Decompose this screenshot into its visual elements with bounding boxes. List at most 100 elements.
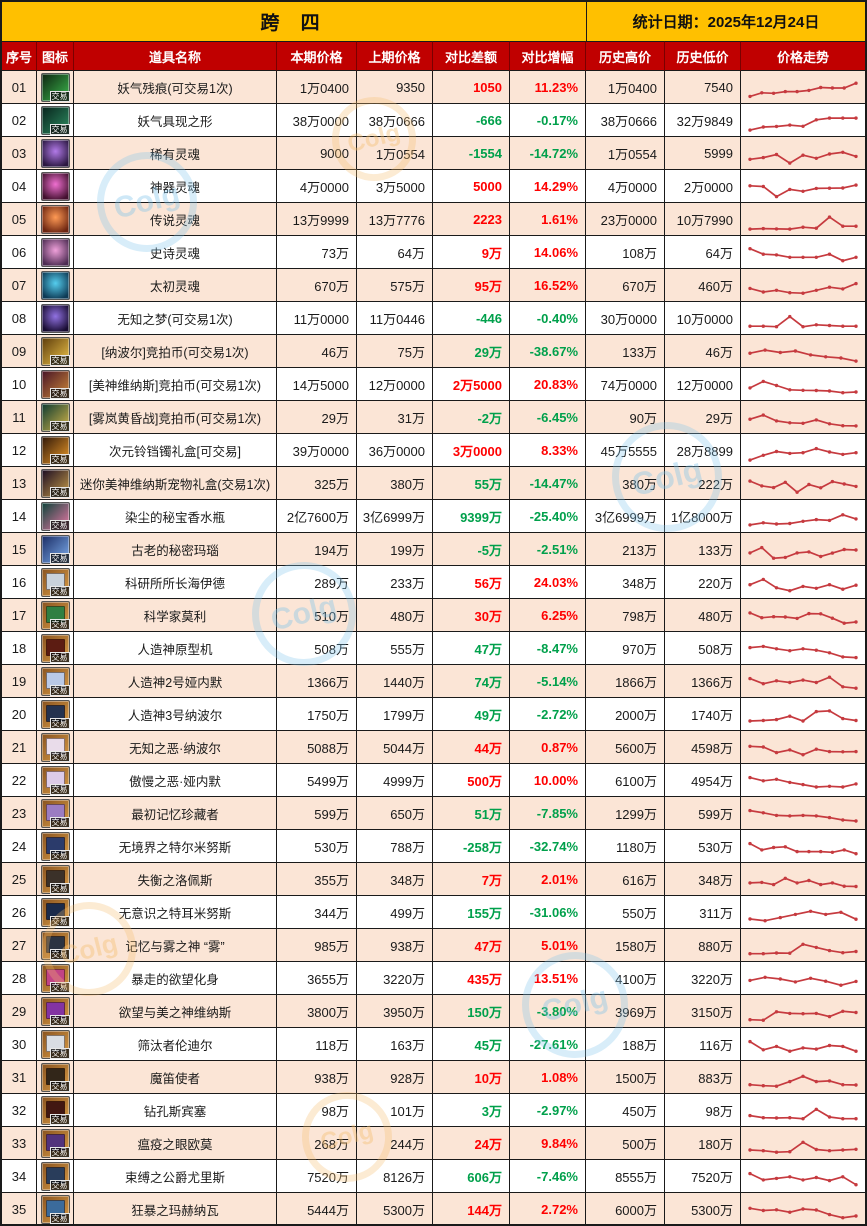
price-trend-sparkline (748, 1009, 858, 1022)
current-price: 73万 (277, 236, 357, 269)
diff-amount: 3万 (433, 1094, 510, 1127)
table-row: 11 交易 [雾岚黄昏战]竞拍币(可交易1次) 29万 31万 -2万 -6.4… (2, 401, 865, 434)
current-price: 1366万 (277, 665, 357, 698)
table-row: 33 交易 瘟疫之眼欧莫 268万 244万 24万 9.84% 500万 18… (2, 1127, 865, 1160)
table-row: 14 交易 染尘的秘宝香水瓶 2亿7600万 3亿6999万 9399万 -25… (2, 500, 865, 533)
diff-percent: -32.74% (510, 830, 586, 863)
current-price: 2亿7600万 (277, 500, 357, 533)
diff-amount: 3万0000 (433, 434, 510, 467)
table-row: 15 交易 古老的秘密玛瑙 194万 199万 -5万 -2.51% 213万 … (2, 533, 865, 566)
current-price: 670万 (277, 269, 357, 302)
diff-amount: -446 (433, 302, 510, 335)
diff-amount: -5万 (433, 533, 510, 566)
item-icon (40, 171, 70, 201)
diff-percent: -0.17% (510, 104, 586, 137)
current-price: 530万 (277, 830, 357, 863)
item-name: 无知之梦(可交易1次) (74, 302, 277, 335)
table-row: 21 交易 无知之恶·纳波尔 5088万 5044万 44万 0.87% 560… (2, 731, 865, 764)
diff-percent: -38.67% (510, 335, 586, 368)
previous-price: 31万 (357, 401, 433, 434)
historical-high: 90万 (586, 401, 665, 434)
table-row: 03 稀有灵魂 9000 1万0554 -1554 -14.72% 1万0554… (2, 137, 865, 170)
diff-amount: 55万 (433, 467, 510, 500)
price-trend-cell (741, 797, 865, 830)
diff-amount: 47万 (433, 929, 510, 962)
historical-low: 311万 (665, 896, 741, 929)
row-index: 05 (2, 203, 37, 236)
trade-badge: 交易 (49, 783, 70, 795)
previous-price: 12万0000 (357, 368, 433, 401)
price-trend-cell (741, 401, 865, 434)
diff-percent: -3.80% (510, 995, 586, 1028)
historical-low: 12万0000 (665, 368, 741, 401)
previous-price: 5044万 (357, 731, 433, 764)
previous-price: 380万 (357, 467, 433, 500)
previous-price: 233万 (357, 566, 433, 599)
table-body: 01 交易 妖气残痕(可交易1次) 1万0400 9350 1050 11.23… (2, 71, 865, 1224)
current-price: 1750万 (277, 698, 357, 731)
item-name: 欲望与美之神维纳斯 (74, 995, 277, 1028)
historical-high: 798万 (586, 599, 665, 632)
trade-badge: 交易 (49, 453, 70, 465)
item-icon-cell: 交易 (37, 467, 74, 500)
item-icon: 交易 (40, 633, 70, 663)
item-icon-cell (37, 269, 74, 302)
price-trend-sparkline (748, 675, 858, 690)
row-index: 25 (2, 863, 37, 896)
current-price: 29万 (277, 401, 357, 434)
previous-price: 3950万 (357, 995, 433, 1028)
current-price: 5499万 (277, 764, 357, 797)
trade-badge: 交易 (49, 1014, 70, 1026)
col-header-historical-low: 历史低价 (665, 41, 741, 71)
table-row: 23 交易 最初记忆珍藏者 599万 650万 51万 -7.85% 1299万… (2, 797, 865, 830)
item-name: 瘟疫之眼欧莫 (74, 1127, 277, 1160)
historical-high: 1万0400 (586, 71, 665, 104)
trade-badge: 交易 (49, 1212, 70, 1224)
row-index: 27 (2, 929, 37, 962)
item-icon: 交易 (40, 765, 70, 795)
trade-badge: 交易 (49, 684, 70, 696)
current-price: 13万9999 (277, 203, 357, 236)
price-trend-cell (741, 1193, 865, 1224)
table-row: 01 交易 妖气残痕(可交易1次) 1万0400 9350 1050 11.23… (2, 71, 865, 104)
historical-low: 599万 (665, 797, 741, 830)
diff-amount: 1050 (433, 71, 510, 104)
current-price: 355万 (277, 863, 357, 896)
col-header-diff-amount: 对比差额 (433, 41, 510, 71)
current-price: 985万 (277, 929, 357, 962)
historical-high: 4万0000 (586, 170, 665, 203)
historical-low: 5300万 (665, 1193, 741, 1224)
previous-price: 38万0666 (357, 104, 433, 137)
row-index: 29 (2, 995, 37, 1028)
current-price: 194万 (277, 533, 357, 566)
row-index: 15 (2, 533, 37, 566)
diff-amount: 74万 (433, 665, 510, 698)
item-name: 筛汰者伦迪尔 (74, 1028, 277, 1061)
diff-amount: 5000 (433, 170, 510, 203)
item-icon-cell: 交易 (37, 698, 74, 731)
price-trend-sparkline (748, 975, 858, 987)
previous-price: 928万 (357, 1061, 433, 1094)
price-trend-sparkline (748, 841, 858, 855)
table-row: 08 无知之梦(可交易1次) 11万0000 11万0446 -446 -0.4… (2, 302, 865, 335)
diff-percent: 6.25% (510, 599, 586, 632)
diff-amount: -1554 (433, 137, 510, 170)
diff-percent: -6.45% (510, 401, 586, 434)
diff-percent: -7.85% (510, 797, 586, 830)
current-price: 4万0000 (277, 170, 357, 203)
col-header-index: 序号 (2, 41, 37, 71)
diff-percent: -31.06% (510, 896, 586, 929)
price-trend-cell (741, 962, 865, 995)
price-trend-cell (741, 137, 865, 170)
item-icon-cell: 交易 (37, 71, 74, 104)
table-row: 22 交易 傲慢之恶·娅内默 5499万 4999万 500万 10.00% 6… (2, 764, 865, 797)
historical-low: 460万 (665, 269, 741, 302)
item-name: 传说灵魂 (74, 203, 277, 236)
diff-amount: 10万 (433, 1061, 510, 1094)
row-index: 11 (2, 401, 37, 434)
item-icon: 交易 (40, 1161, 70, 1191)
previous-price: 650万 (357, 797, 433, 830)
previous-price: 3220万 (357, 962, 433, 995)
diff-amount: 9399万 (433, 500, 510, 533)
diff-amount: 7万 (433, 863, 510, 896)
